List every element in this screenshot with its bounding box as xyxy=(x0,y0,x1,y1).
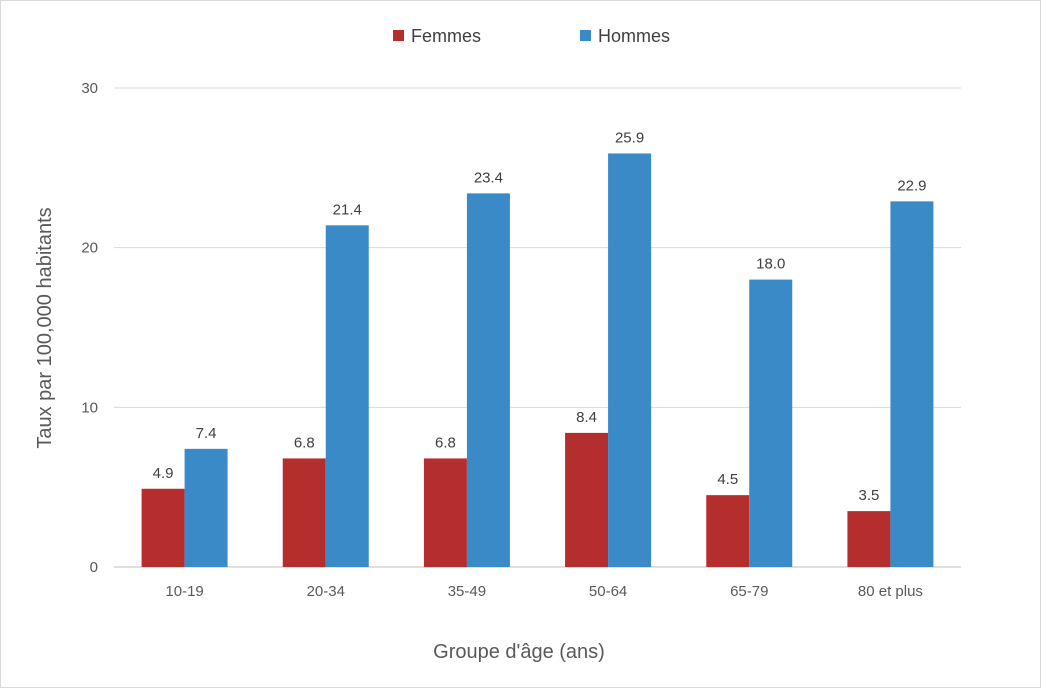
bar-hommes-6 xyxy=(890,201,934,567)
bar-hommes-3 xyxy=(466,193,510,567)
y-tick-label: 0 xyxy=(90,559,98,576)
x-axis-title: Groupe d'âge (ans) xyxy=(433,641,605,663)
x-axis-ticks: 10-19 20-34 35-49 50-64 65-79 80 et plus xyxy=(165,583,923,600)
legend-label: Femmes xyxy=(411,26,481,46)
bar-hommes-2 xyxy=(325,225,369,567)
bar-femmes-5 xyxy=(706,495,750,567)
y-axis-ticks: 0 10 20 30 xyxy=(81,80,98,576)
data-label: 22.9 xyxy=(897,177,926,194)
data-label: 3.5 xyxy=(858,487,879,504)
x-tick-label: 50-64 xyxy=(589,583,627,600)
y-tick-label: 30 xyxy=(81,80,98,97)
legend-label: Hommes xyxy=(598,26,670,46)
data-label: 6.8 xyxy=(294,434,315,451)
bar-femmes-3 xyxy=(423,458,467,567)
legend-swatch-hommes xyxy=(580,30,591,41)
legend-swatch-femmes xyxy=(393,30,404,41)
bar-femmes-1 xyxy=(141,488,185,567)
data-label: 18.0 xyxy=(756,256,785,273)
data-label: 6.8 xyxy=(435,434,456,451)
bar-femmes-4 xyxy=(565,432,609,567)
data-label: 21.4 xyxy=(333,201,362,218)
x-tick-label: 20-34 xyxy=(307,583,345,600)
data-label: 4.5 xyxy=(717,471,738,488)
bar-hommes-4 xyxy=(608,153,652,568)
data-label: 7.4 xyxy=(196,425,217,442)
bar-femmes-2 xyxy=(282,458,326,567)
legend: Femmes Hommes xyxy=(393,26,670,46)
bar-hommes-1 xyxy=(184,448,228,567)
data-label: 4.9 xyxy=(153,465,174,482)
data-labels: 4.9 7.4 6.8 21.4 6.8 23.4 8.4 25.9 4.5 18.0 3.5 22.… xyxy=(153,129,927,504)
y-tick-label: 10 xyxy=(81,399,98,416)
x-tick-label: 80 et plus xyxy=(858,583,923,600)
bars xyxy=(141,153,934,568)
gridlines xyxy=(114,87,961,568)
data-label: 23.4 xyxy=(474,169,503,186)
x-tick-label: 10-19 xyxy=(165,583,203,600)
y-tick-label: 20 xyxy=(81,240,98,257)
x-tick-label: 65-79 xyxy=(730,583,768,600)
y-axis-title: Taux par 100,000 habitants xyxy=(34,207,56,448)
data-label: 25.9 xyxy=(615,129,644,146)
bar-hommes-5 xyxy=(749,279,793,567)
x-tick-label: 35-49 xyxy=(448,583,486,600)
bar-femmes-6 xyxy=(847,511,891,567)
data-label: 8.4 xyxy=(576,409,597,426)
